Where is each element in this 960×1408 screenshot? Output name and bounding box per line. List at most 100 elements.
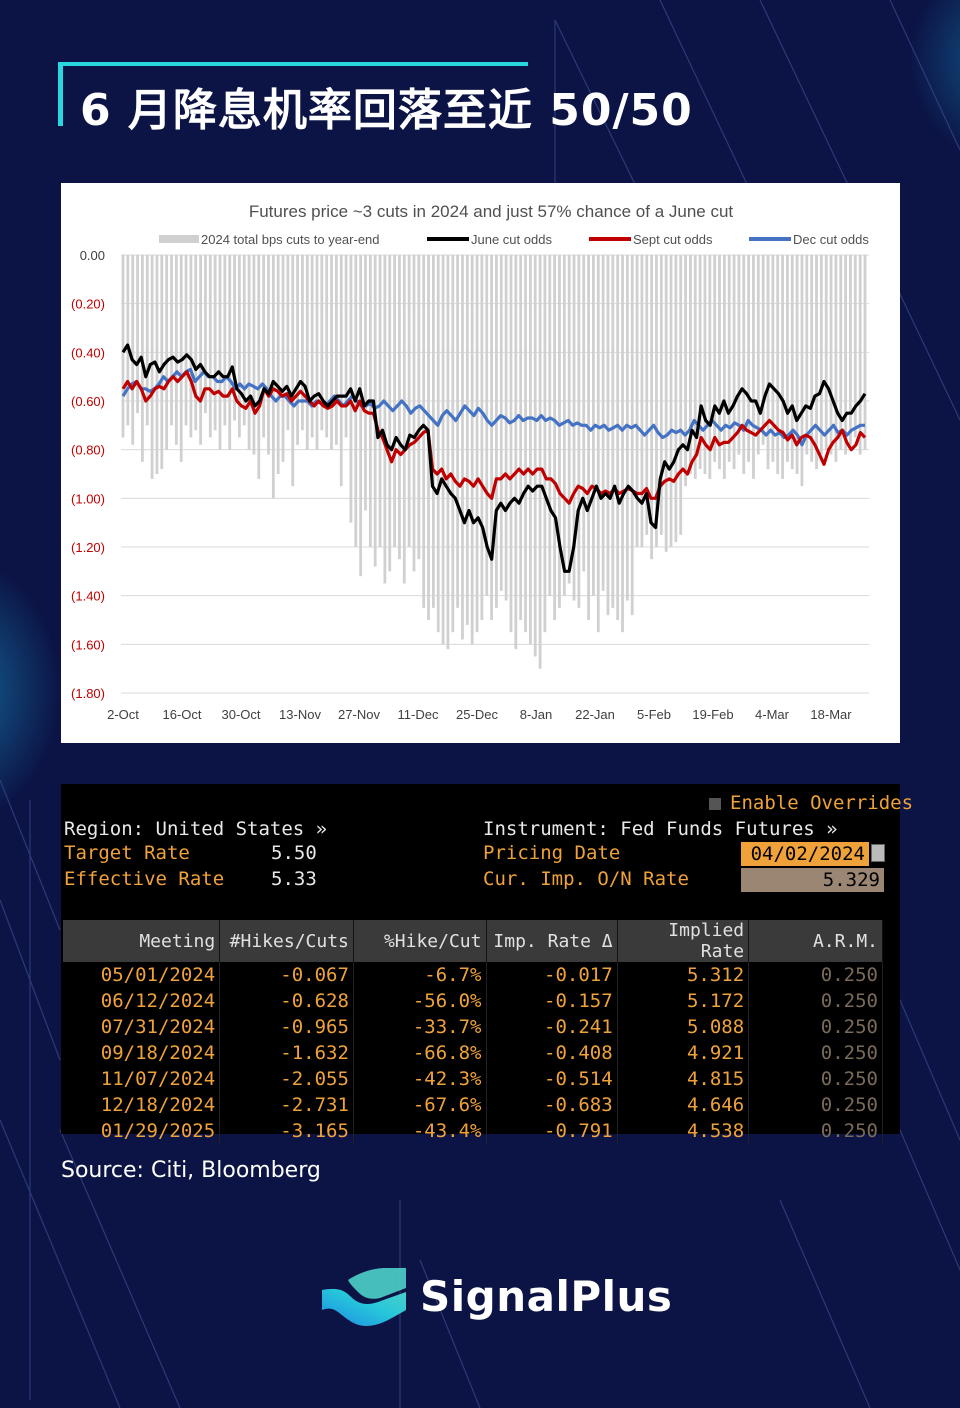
bps-bar <box>849 255 852 445</box>
table-cell-hikes-cuts: -0.067 <box>219 962 354 988</box>
pricing-date-field[interactable]: 04/02/2024 <box>741 842 869 866</box>
bps-bar <box>747 255 751 462</box>
table-cell-implied-rate: 4.538 <box>617 1118 750 1144</box>
bps-bar <box>402 255 406 584</box>
table-cell-pct-hike-cut: -43.4% <box>353 1118 487 1144</box>
bps-bar <box>839 255 843 450</box>
bps-bar <box>305 255 309 450</box>
bps-bar <box>228 255 232 450</box>
x-axis-labels: 2-Oct 16-Oct 30-Oct 13-Nov 27-Nov 11-Dec 25-De… <box>107 707 852 722</box>
table-cell-hikes-cuts: -3.165 <box>219 1118 354 1144</box>
y-tick-label: 0.00 <box>80 248 105 263</box>
table-cell-arm: 0.250 <box>748 1014 883 1040</box>
bps-bar <box>606 255 610 616</box>
bps-bar <box>495 255 498 608</box>
bps-bar <box>281 255 285 462</box>
bps-bar <box>296 255 299 445</box>
bps-bar <box>150 255 154 479</box>
bps-bar <box>616 255 620 620</box>
bps-bar <box>204 255 207 414</box>
table-cell-pct-hike-cut: -67.6% <box>353 1092 487 1118</box>
bps-bar <box>485 255 489 596</box>
table-cell-arm: 0.250 <box>748 988 883 1014</box>
table-cell-imp-rate-delta: -0.683 <box>486 1092 618 1118</box>
bps-bar <box>441 255 445 645</box>
bps-bar <box>184 255 188 426</box>
calendar-icon[interactable] <box>871 844 885 862</box>
bloomberg-wirp-panel: Enable Overrides Region: United States »… <box>61 784 913 1144</box>
bps-bar <box>364 255 367 511</box>
cur-imp-rate-field[interactable]: 5.329 <box>741 868 884 892</box>
meeting-probability-table: Meeting #Hikes/Cuts %Hike/Cut Imp. Rate … <box>63 920 883 1144</box>
bps-bar <box>208 255 212 438</box>
bps-bar <box>650 255 654 560</box>
bps-bar <box>858 255 862 455</box>
bps-bar <box>160 255 164 470</box>
bps-bar <box>611 255 615 608</box>
bps-bar <box>330 255 333 450</box>
col-header-imp-rate-delta[interactable]: Imp. Rate Δ <box>486 920 618 962</box>
enable-overrides-checkbox[interactable] <box>709 798 721 810</box>
bps-bar <box>262 255 266 438</box>
bps-bar <box>233 255 236 421</box>
x-tick-label: 8-Jan <box>520 707 553 722</box>
bps-bar <box>844 255 848 455</box>
region-selector[interactable]: Region: United States » <box>64 818 328 840</box>
table-cell-arm: 0.250 <box>748 1066 883 1092</box>
table-cell-pct-hike-cut: -6.7% <box>353 962 487 988</box>
bps-bar <box>325 255 329 438</box>
bps-bar <box>698 255 702 470</box>
page-title: 6 月降息机率回落至近 50/50 <box>80 85 693 136</box>
bps-bar <box>436 255 440 633</box>
source-note: Source: Citi, Bloomberg <box>61 1158 321 1183</box>
bps-bar <box>509 255 513 633</box>
table-row[interactable]: 09/18/2024 -1.632 -66.8% -0.408 4.921 0.250 <box>63 1040 883 1066</box>
instrument-selector[interactable]: Instrument: Fed Funds Futures » <box>483 818 838 840</box>
bps-bar <box>572 255 576 601</box>
col-header-pct-hike-cut[interactable]: %Hike/Cut <box>353 920 487 962</box>
table-cell-implied-rate: 5.088 <box>617 1014 750 1040</box>
enable-overrides-label[interactable]: Enable Overrides <box>730 792 914 814</box>
col-header-meeting[interactable]: Meeting <box>63 920 221 962</box>
table-cell-imp-rate-delta: -0.157 <box>486 988 618 1014</box>
bps-bar <box>577 255 581 608</box>
bps-bar <box>334 255 338 445</box>
bps-bar <box>276 255 280 474</box>
table-header-row: Meeting #Hikes/Cuts %Hike/Cut Imp. Rate … <box>63 920 883 962</box>
bps-bar <box>752 255 755 479</box>
brand-name: SignalPlus <box>420 1272 673 1321</box>
bps-bar <box>286 255 290 431</box>
bps-bar <box>247 255 251 450</box>
series-lines <box>121 343 867 573</box>
bps-bar <box>412 255 416 572</box>
bps-bar <box>543 255 547 633</box>
bps-bar <box>548 255 552 596</box>
bps-bar <box>267 255 270 455</box>
col-header-arm[interactable]: A.R.M. <box>748 920 883 962</box>
table-row[interactable]: 11/07/2024 -2.055 -42.3% -0.514 4.815 0.250 <box>63 1066 883 1092</box>
bps-bar <box>853 255 857 438</box>
y-tick-label: (0.40) <box>71 345 105 360</box>
y-tick-label: (0.80) <box>71 443 105 458</box>
y-tick-label: (1.20) <box>71 540 105 555</box>
table-row[interactable]: 06/12/2024 -0.628 -56.0% -0.157 5.172 0.250 <box>63 988 883 1014</box>
bps-bar <box>669 255 673 547</box>
bps-bar <box>165 255 169 450</box>
table-row[interactable]: 07/31/2024 -0.965 -33.7% -0.241 5.088 0.250 <box>63 1014 883 1040</box>
table-row[interactable]: 01/29/2025 -3.165 -43.4% -0.791 4.538 0.250 <box>63 1118 883 1144</box>
table-row[interactable]: 12/18/2024 -2.731 -67.6% -0.683 4.646 0.250 <box>63 1092 883 1118</box>
cur-imp-rate-label: Cur. Imp. O/N Rate <box>483 868 689 890</box>
legend-label: Dec cut odds <box>793 232 869 247</box>
x-tick-label: 19-Feb <box>692 707 733 722</box>
col-header-implied-rate[interactable]: Implied Rate <box>617 920 750 962</box>
bps-bar <box>170 255 173 426</box>
x-tick-label: 30-Oct <box>221 707 260 722</box>
col-header-hikes-cuts[interactable]: #Hikes/Cuts <box>219 920 354 962</box>
bps-bar <box>790 255 794 470</box>
table-cell-implied-rate: 5.172 <box>617 988 750 1014</box>
bps-bar <box>805 255 809 455</box>
bps-bar <box>393 255 396 547</box>
bps-bar <box>388 255 392 572</box>
bps-bar <box>339 255 343 487</box>
table-row[interactable]: 05/01/2024 -0.067 -6.7% -0.017 5.312 0.250 <box>63 962 883 988</box>
